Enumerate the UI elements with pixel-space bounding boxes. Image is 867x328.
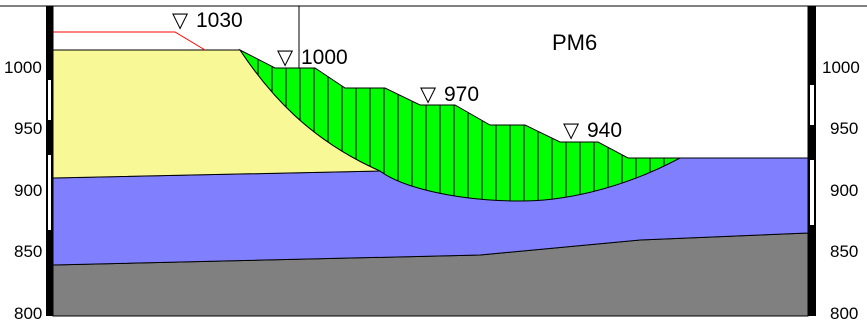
water-table-line xyxy=(53,31,206,51)
elevation-triangle-icon: ▽ xyxy=(277,46,294,69)
elevation-marker-940: ▽ 940 xyxy=(563,119,622,142)
right-axis-gap-2 xyxy=(810,160,814,225)
y-tick-right-800: 800 xyxy=(830,304,858,323)
section-title: PM6 xyxy=(552,30,597,55)
y-tick-right-850: 850 xyxy=(830,242,858,261)
y-tick-left-850: 850 xyxy=(14,242,42,261)
right-axis-gap-1 xyxy=(810,85,814,125)
y-tick-left-900: 900 xyxy=(14,181,42,200)
elevation-marker-1000: ▽ 1000 xyxy=(277,46,348,69)
y-tick-right-900: 900 xyxy=(830,181,858,200)
elevation-marker-1030: ▽ 1030 xyxy=(172,9,243,32)
elevation-value: 1030 xyxy=(196,9,243,32)
elevation-value: 970 xyxy=(444,83,479,106)
elevation-triangle-icon: ▽ xyxy=(420,83,437,106)
y-tick-right-950: 950 xyxy=(830,119,858,138)
elevation-value: 1000 xyxy=(301,46,348,69)
left-axis-gap-1 xyxy=(48,80,51,120)
sliding-mass xyxy=(238,48,681,202)
y-tick-left-800: 800 xyxy=(14,304,42,323)
y-tick-left-1000: 1000 xyxy=(4,58,42,77)
elevation-value: 940 xyxy=(587,119,622,142)
y-tick-left-950: 950 xyxy=(14,119,42,138)
elevation-marker-970: ▽ 970 xyxy=(420,83,479,106)
y-tick-right-1000: 1000 xyxy=(822,58,860,77)
left-axis-gap-2 xyxy=(48,155,51,230)
elevation-triangle-icon: ▽ xyxy=(563,119,580,142)
elevation-triangle-icon: ▽ xyxy=(172,9,189,32)
